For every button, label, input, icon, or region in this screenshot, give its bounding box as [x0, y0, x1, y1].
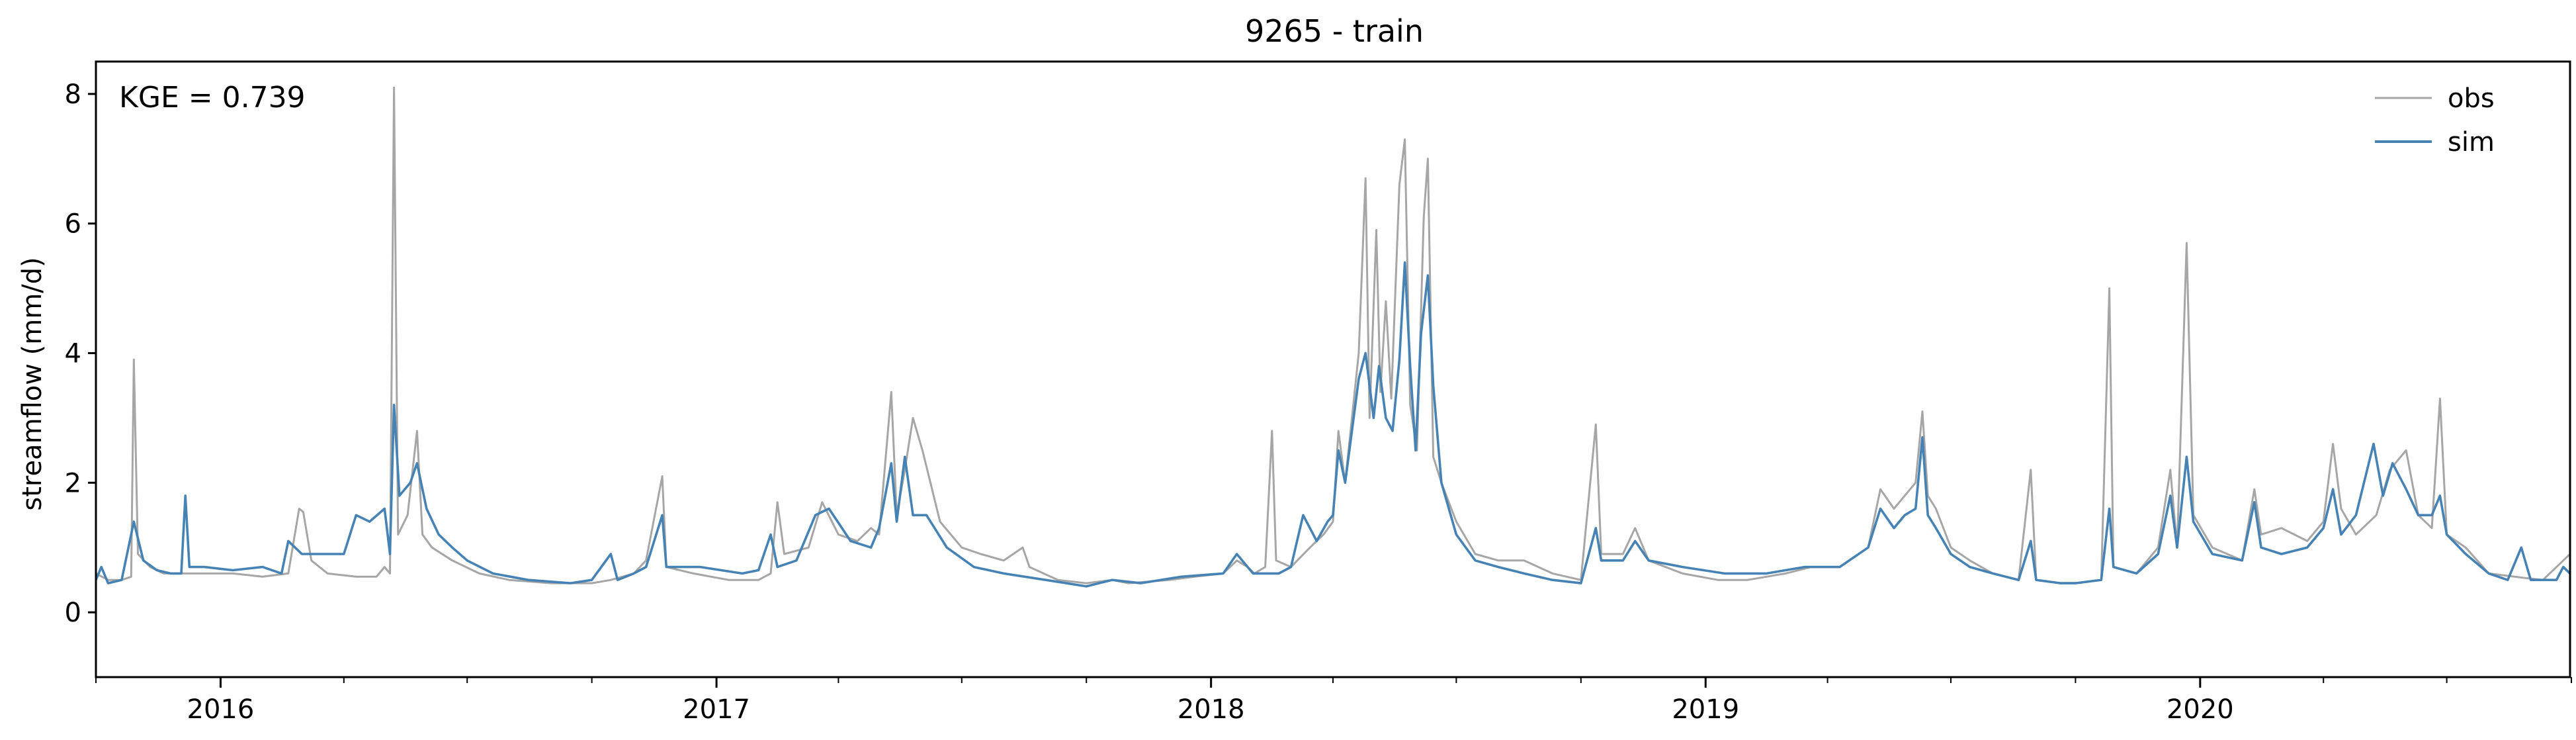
x-tick-label: 2017 — [683, 694, 750, 725]
plot-frame — [95, 60, 2571, 678]
x-tick-label: 2016 — [187, 694, 255, 725]
x-tick-label: 2020 — [2167, 694, 2234, 725]
x-axis-ticks: 2016 2017 2018 2019 2020 — [95, 677, 2573, 725]
kge-annotation: KGE = 0.739 — [119, 81, 306, 115]
y-tick-label: 0 — [65, 598, 81, 628]
y-axis-label: streamflow (mm/d) — [17, 257, 48, 510]
x-tick-label: 2018 — [1178, 694, 1245, 725]
legend-label-sim: sim — [2448, 127, 2495, 158]
y-tick-label: 2 — [65, 468, 81, 498]
chart-title: 9265 - train — [1245, 13, 1424, 49]
y-axis-ticks: 0 2 4 6 8 — [65, 79, 96, 628]
y-tick-label: 8 — [65, 79, 81, 110]
series-line-obs — [96, 86, 2570, 584]
legend-label-obs: obs — [2448, 83, 2495, 114]
plot-area — [96, 86, 2570, 588]
y-tick-label: 4 — [65, 339, 81, 369]
legend: obs sim — [2375, 83, 2495, 158]
series-line-sim — [96, 261, 2570, 588]
x-tick-label: 2019 — [1672, 694, 1739, 725]
y-tick-label: 6 — [65, 209, 81, 240]
